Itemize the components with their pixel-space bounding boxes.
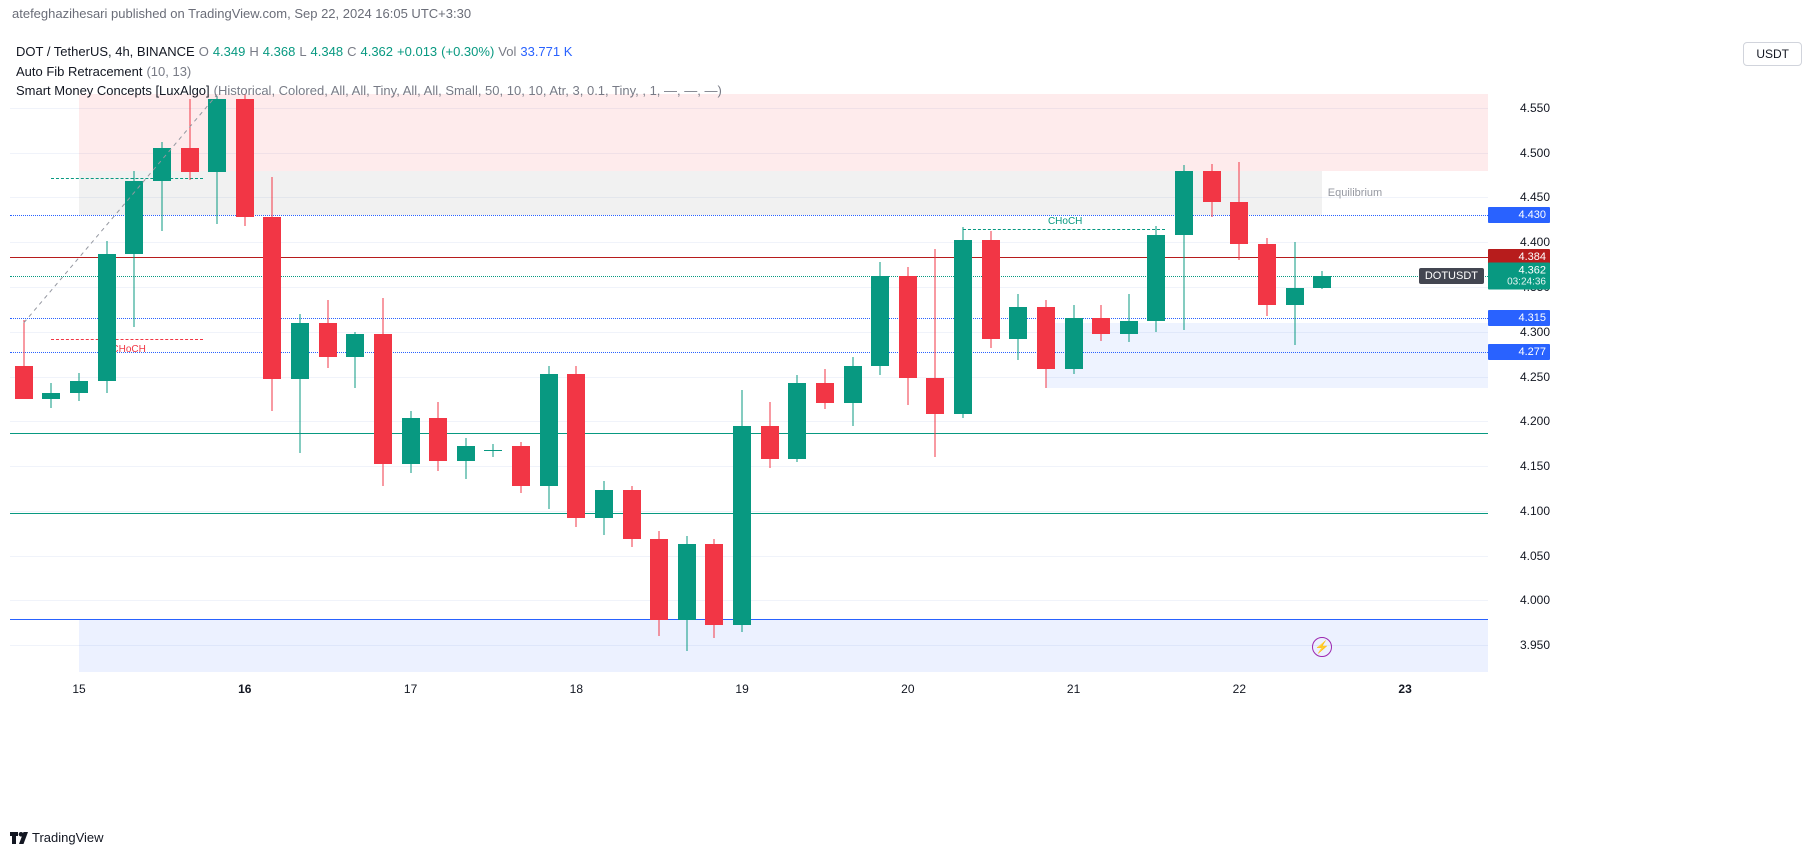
equilibrium-label: Equilibrium (1328, 187, 1382, 199)
bolt-icon: ⚡ (1312, 637, 1332, 657)
ohlc-c: 4.362 (360, 42, 393, 62)
x-tick: 17 (404, 682, 417, 696)
price-badge: 4.315 (1488, 310, 1550, 326)
price-badge: 4.277 (1488, 344, 1550, 360)
ohlc-chg-pct: (+0.30%) (441, 42, 494, 62)
currency-pill[interactable]: USDT (1743, 42, 1802, 66)
live-price-badge: 4.36203:24:36 (1488, 263, 1550, 290)
y-tick: 4.550 (1520, 101, 1550, 115)
vol-label: Vol (498, 42, 516, 62)
y-tick: 4.100 (1520, 504, 1550, 518)
price-chart[interactable]: CHoCHCHoCHEquilibrium⚡DOTUSDT (10, 90, 1488, 672)
y-tick: 4.200 (1520, 414, 1550, 428)
symbol-pair: DOT / TetherUS, 4h, BINANCE (16, 42, 195, 62)
x-axis[interactable]: 15 16 17 18 19 20 21 22 23 (10, 678, 1488, 700)
y-tick: 4.450 (1520, 190, 1550, 204)
x-tick: 16 (238, 682, 251, 696)
x-tick: 22 (1233, 682, 1246, 696)
y-tick: 4.150 (1520, 459, 1550, 473)
info-bar: DOT / TetherUS, 4h, BINANCE O4.349 H4.36… (16, 42, 722, 101)
x-tick: 19 (735, 682, 748, 696)
indicator-0-params: (10, 13) (146, 62, 191, 82)
choch-label: CHoCH (1046, 215, 1084, 228)
x-tick: 18 (570, 682, 583, 696)
x-tick: 23 (1398, 682, 1411, 696)
y-tick: 4.400 (1520, 235, 1550, 249)
price-badge: 4.430 (1488, 207, 1550, 223)
x-tick: 15 (72, 682, 85, 696)
x-tick: 21 (1067, 682, 1080, 696)
ohlc-o: 4.349 (213, 42, 246, 62)
indicator-0-name: Auto Fib Retracement (16, 62, 142, 82)
ohlc-l: 4.348 (311, 42, 344, 62)
indicator-1-name: Smart Money Concepts [LuxAlgo] (16, 81, 210, 101)
tv-logo-icon (10, 832, 28, 844)
symbol-tag: DOTUSDT (1419, 268, 1484, 284)
y-tick: 4.050 (1520, 549, 1550, 563)
y-axis[interactable]: 4.5504.5004.4504.4004.3504.3004.2504.200… (1488, 90, 1554, 672)
indicator-1-params: (Historical, Colored, All, All, Tiny, Al… (214, 81, 722, 101)
vol-value: 33.771 K (520, 42, 572, 62)
footer-brand: TradingView (10, 830, 104, 845)
y-tick: 4.250 (1520, 370, 1550, 384)
y-tick: 3.950 (1520, 638, 1550, 652)
y-tick: 4.000 (1520, 593, 1550, 607)
ohlc-h: 4.368 (263, 42, 296, 62)
y-tick: 4.500 (1520, 146, 1550, 160)
ohlc-chg: +0.013 (397, 42, 437, 62)
footer-text: TradingView (32, 830, 104, 845)
x-tick: 20 (901, 682, 914, 696)
y-tick: 4.300 (1520, 325, 1550, 339)
publish-header: atefeghazihesari published on TradingVie… (0, 0, 1814, 27)
